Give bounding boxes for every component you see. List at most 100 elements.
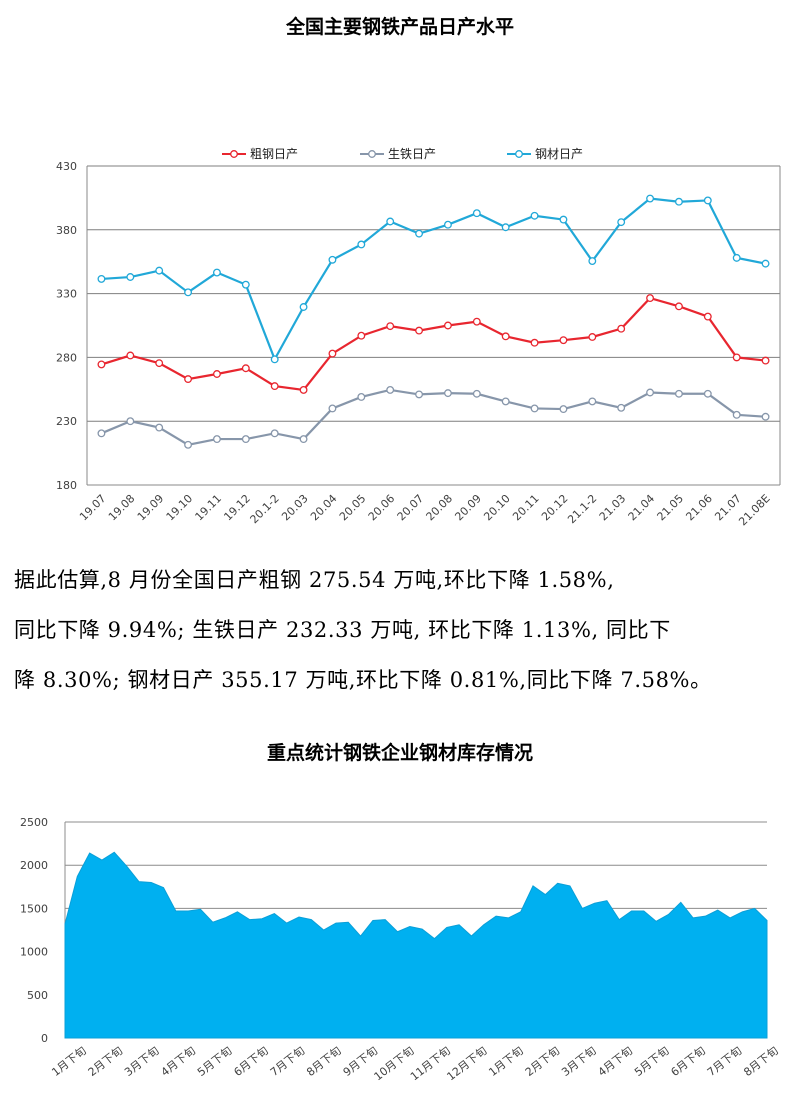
chart1-point — [386, 322, 395, 331]
chart1-point — [155, 359, 164, 368]
chart2-x-tick-label: 2月下旬 — [86, 1044, 126, 1079]
chart1-x-tick-label: 20.03 — [279, 492, 310, 523]
chart2-x-tick-label: 5月下旬 — [195, 1044, 235, 1079]
chart1-x-tick-label: 21.03 — [597, 492, 628, 523]
chart1-point — [443, 321, 452, 330]
chart1-point — [472, 209, 481, 218]
chart1-x-tick-label: 19.08 — [106, 492, 137, 523]
chart2-x-tick-label: 8月下旬 — [741, 1044, 781, 1079]
chart1-y-tick-label: 430 — [56, 160, 77, 173]
chart1-point — [357, 393, 366, 401]
chart2-x-tick-label: 4月下旬 — [596, 1044, 636, 1079]
chart1-point — [184, 440, 193, 449]
chart1-point — [270, 355, 279, 364]
chart2-y-tick-label: 2500 — [20, 816, 48, 829]
chart1-point — [212, 435, 221, 444]
chart1-point — [646, 294, 655, 303]
chart1-y-tick-label: 280 — [56, 351, 77, 364]
summary-line-1: 据此估算,8 月份全国日产粗钢 275.54 万吨,环比下降 1.58%, — [14, 568, 615, 592]
chart1-x-tick-label: 21.1-2 — [565, 492, 599, 526]
chart1-point — [299, 385, 308, 394]
chart1-point — [155, 423, 164, 432]
chart1-legend: 粗钢日产 生铁日产 钢材日产 — [222, 147, 583, 161]
chart1-series-line-2 — [101, 197, 766, 362]
chart1-point — [530, 338, 539, 347]
chart2-x-tick-label: 3月下旬 — [559, 1044, 599, 1079]
chart1-x-tick-label: 21.06 — [683, 492, 714, 523]
chart1-point — [646, 388, 655, 397]
chart2-x-tick-label: 1月下旬 — [49, 1044, 89, 1079]
chart2-x-tick-label: 8月下旬 — [304, 1044, 344, 1079]
chart1-point — [588, 397, 597, 406]
chart1-x-tick-label: 20.04 — [308, 492, 339, 523]
chart2-y-tick-label: 500 — [27, 989, 48, 1002]
chart1-point — [212, 370, 221, 378]
chart1-x-tick-label: 20.05 — [337, 492, 368, 523]
chart2-x-tick-label: 3月下旬 — [122, 1044, 162, 1079]
chart1-point — [674, 302, 683, 311]
chart1-series — [97, 194, 770, 449]
chart1-point — [501, 223, 510, 232]
legend-swatch-marker — [368, 150, 376, 158]
chart2-x-tick-label: 4月下旬 — [159, 1044, 199, 1079]
chart1-point — [415, 390, 424, 399]
chart1-point — [674, 389, 683, 398]
chart1-point — [184, 375, 193, 384]
chart1-point — [617, 403, 626, 412]
chart1-point — [703, 196, 712, 205]
chart2-y-tick-label: 1500 — [20, 902, 48, 915]
chart1-point — [559, 215, 568, 224]
chart1-point — [184, 288, 193, 297]
chart1-x-tick-label: 20.07 — [395, 492, 426, 523]
chart1-x-tick-label: 21.04 — [626, 492, 657, 523]
chart1-point — [761, 356, 770, 365]
chart2-x-tick-label: 7月下旬 — [268, 1044, 308, 1079]
chart1-point — [703, 389, 712, 398]
chart2-y-tick-label: 0 — [41, 1032, 48, 1045]
chart1-point — [732, 410, 741, 419]
chart1-series-line-0 — [101, 296, 766, 392]
chart1-point — [299, 303, 308, 311]
chart1-y-tick-label: 380 — [56, 224, 77, 237]
chart1-point — [97, 274, 106, 283]
chart1-point — [674, 197, 683, 206]
chart1-point — [617, 324, 626, 333]
chart1-point — [270, 382, 279, 391]
chart1-y-ticks: 180 230 280 330 380 430 — [56, 160, 77, 492]
chart1-point — [328, 255, 337, 264]
chart1-point — [501, 332, 510, 341]
chart1-point — [443, 389, 452, 398]
chart1-point — [472, 389, 481, 398]
chart2-x-tick-label: 10月下旬 — [372, 1044, 417, 1083]
chart1-point — [617, 218, 626, 227]
legend-swatch-marker — [515, 150, 523, 158]
chart1-gridlines — [86, 165, 781, 486]
chart2-y-ticks: 0 500 1000 1500 2000 2500 — [20, 816, 48, 1045]
chart2-x-tick-label: 11月下旬 — [408, 1044, 453, 1083]
chart1-point — [357, 240, 366, 249]
chart1-point — [357, 331, 366, 340]
chart1-point — [472, 317, 481, 326]
chart1-point — [588, 333, 597, 341]
chart2-x-tick-label: 7月下旬 — [705, 1044, 745, 1079]
chart1-point — [299, 435, 308, 444]
chart1-x-tick-label: 21.08E — [736, 492, 772, 528]
summary-line-2: 同比下降 9.94%; 生铁日产 232.33 万吨, 环比下降 1.13%, … — [14, 618, 671, 642]
chart1-point — [241, 364, 250, 373]
chart1-point — [386, 217, 395, 226]
chart1-x-tick-label: 19.10 — [164, 492, 195, 523]
inventory-area — [64, 851, 768, 1039]
chart2-x-tick-label: 5月下旬 — [632, 1044, 672, 1079]
chart2-x-tick-label: 1月下旬 — [486, 1044, 526, 1079]
chart1-point — [415, 229, 424, 238]
legend-label: 粗钢日产 — [250, 147, 298, 161]
legend-label: 钢材日产 — [535, 147, 583, 161]
chart1-x-tick-label: 20.11 — [510, 492, 541, 523]
chart1-point — [328, 349, 337, 358]
chart1-point — [270, 429, 279, 438]
chart1-point — [530, 404, 539, 413]
chart1-title: 全国主要钢铁产品日产水平 — [285, 16, 514, 38]
chart1-point — [155, 266, 164, 275]
